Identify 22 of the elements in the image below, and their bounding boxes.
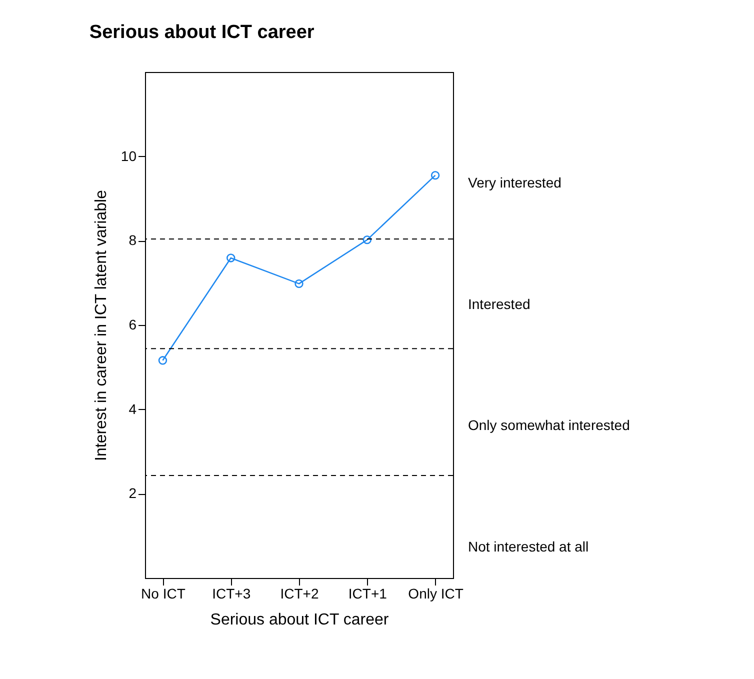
point: [158, 356, 168, 365]
y-tick-label: 8: [128, 232, 137, 248]
point: [294, 279, 304, 288]
y-tick-label: 6: [128, 316, 137, 332]
x-axis-title: Serious about ICT career: [210, 612, 390, 628]
point: [362, 235, 372, 244]
y-axis-title: Interest in career in ICT latent variable: [92, 190, 110, 461]
text: Very interested: [468, 174, 562, 190]
x-tick-label: Only ICT: [408, 586, 464, 602]
chart-title: Serious about ICT career: [89, 22, 315, 43]
x-tick-label: No ICT: [141, 586, 186, 602]
text: Interested: [468, 296, 530, 312]
y-tick-label: 10: [120, 148, 137, 164]
y-tick-label: 4: [128, 400, 137, 417]
y-tick-label: 2: [128, 485, 137, 502]
text: Not interested at all: [468, 538, 589, 555]
x-tick-label: ICT+2: [280, 586, 319, 602]
x-tick-label: ICT+1: [348, 586, 388, 602]
x-tick-label: ICT+3: [212, 586, 251, 602]
text: Only somewhat interested: [468, 417, 630, 434]
point: [430, 170, 440, 180]
point: [226, 254, 236, 262]
